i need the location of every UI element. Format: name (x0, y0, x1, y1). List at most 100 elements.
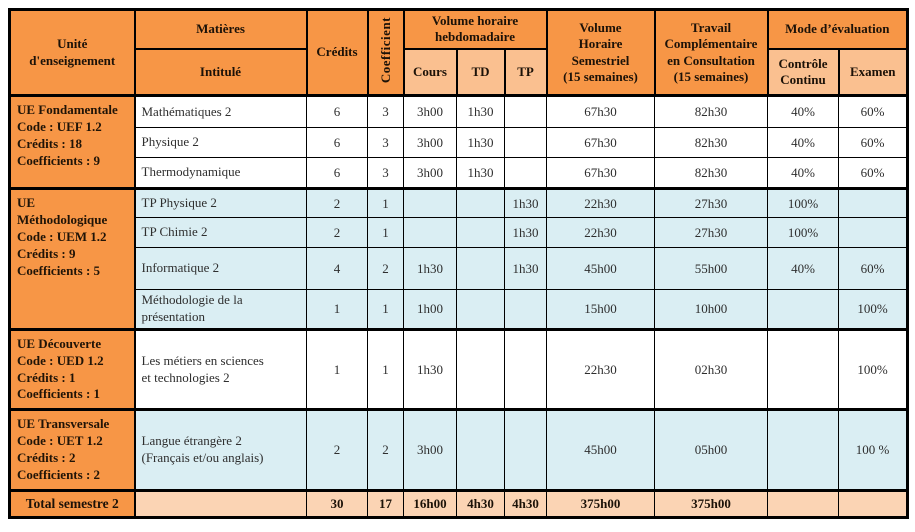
subject-name-cell: Langue étrangère 2 (Français et/ou angla… (134, 408, 307, 491)
subject-name-cell: Les métiers en sciences et technologies … (134, 327, 307, 411)
volume-semestriel-cell: 45h00 (546, 247, 655, 290)
coefficient-cell: 1 (367, 289, 404, 330)
controle-continu-cell (767, 327, 839, 411)
col-header-mode-evaluation: Mode d’évaluation (766, 8, 909, 50)
volume-semestriel-cell: 22h30 (546, 217, 655, 248)
tp-cell: 1h30 (504, 187, 547, 218)
coefficient-cell: 2 (367, 408, 404, 491)
credits-cell: 2 (306, 408, 368, 491)
credits-cell: 1 (306, 327, 368, 411)
total-coefficient-cell: 17 (367, 488, 404, 518)
coefficient-cell: 2 (367, 247, 404, 290)
table-row: Thermodynamique 6 3 3h00 1h30 67h30 82h3… (10, 157, 908, 189)
table-row: Physique 2 6 3 3h00 1h30 67h30 82h30 40%… (10, 127, 908, 158)
examen-cell: 60% (838, 127, 908, 158)
total-travail-complementaire-cell: 375h00 (654, 488, 768, 518)
td-cell: 1h30 (456, 95, 505, 128)
controle-continu-cell: 40% (767, 157, 839, 189)
subject-name-cell: TP Physique 2 (134, 187, 307, 218)
col-header-unite-enseignement: Unité d'enseignement (8, 8, 136, 97)
group-label-ue-methodologique: UE Méthodologique Code : UEM 1.2 Crédits… (9, 187, 136, 330)
cours-cell: 3h00 (403, 408, 457, 491)
coefficient-cell: 3 (367, 157, 404, 189)
controle-continu-cell: 100% (767, 217, 839, 248)
tp-cell (504, 327, 547, 411)
total-cours-cell: 16h00 (403, 488, 457, 518)
volume-semestriel-cell: 45h00 (546, 408, 655, 491)
table-header: Unité d'enseignement Matières Crédits Co… (8, 8, 909, 97)
table-row: Informatique 2 4 2 1h30 1h30 45h00 55h00… (10, 247, 908, 290)
examen-cell: 60% (838, 157, 908, 189)
travail-complementaire-cell: 27h30 (654, 187, 768, 218)
examen-cell: 60% (838, 247, 908, 290)
tp-cell (504, 408, 547, 491)
col-header-tp: TP (503, 47, 548, 97)
col-header-coefficient: Coefficient (366, 8, 405, 97)
credits-cell: 6 (306, 127, 368, 158)
coefficient-cell: 1 (367, 187, 404, 218)
group-label-ue-fondamentale: UE Fondamentale Code : UEF 1.2 Crédits :… (9, 95, 136, 189)
subject-name-cell: Physique 2 (134, 127, 307, 158)
table-row: UE Découverte Code : UED 1.2 Crédits : 1… (9, 327, 908, 411)
examen-cell: 100% (838, 327, 908, 411)
controle-continu-cell (767, 408, 839, 491)
td-cell (456, 289, 505, 330)
col-header-controle-continu: Contrôle Continu (766, 47, 840, 97)
travail-complementaire-cell: 55h00 (654, 247, 768, 290)
table-row: Méthodologie de la présentation 1 1 1h00… (10, 289, 908, 330)
total-label-cell: Total semestre 2 (9, 488, 136, 518)
volume-semestriel-cell: 15h00 (546, 289, 655, 330)
subject-name-cell: Thermodynamique (134, 157, 307, 189)
col-header-travail-complementaire: Travail Complémentaire en Consultation (… (653, 8, 769, 97)
td-cell (456, 187, 505, 218)
travail-complementaire-cell: 02h30 (654, 327, 768, 411)
cours-cell: 3h00 (403, 157, 457, 189)
tp-cell (504, 127, 547, 158)
page: Unité d'enseignement Matières Crédits Co… (8, 8, 909, 519)
volume-semestriel-cell: 22h30 (546, 327, 655, 411)
travail-complementaire-cell: 05h00 (654, 408, 768, 491)
table-row: UE Fondamentale Code : UEF 1.2 Crédits :… (9, 95, 908, 189)
group-label-ue-transversale: UE Transversale Code : UET 1.2 Crédits :… (9, 408, 136, 491)
coefficient-cell: 3 (367, 95, 404, 128)
controle-continu-cell: 100% (767, 187, 839, 218)
controle-continu-cell: 40% (767, 247, 839, 290)
coefficient-cell: 3 (367, 127, 404, 158)
credits-cell: 2 (306, 187, 368, 218)
td-cell (456, 217, 505, 248)
controle-continu-cell: 40% (767, 127, 839, 158)
coefficient-cell: 1 (367, 327, 404, 411)
credits-cell: 4 (306, 247, 368, 290)
total-td-cell: 4h30 (456, 488, 505, 518)
cours-cell (403, 217, 457, 248)
td-cell (456, 408, 505, 491)
col-header-cours: Cours (402, 47, 458, 97)
credits-cell: 2 (306, 217, 368, 248)
total-tp-cell: 4h30 (504, 488, 547, 518)
col-header-td: TD (455, 47, 506, 97)
volume-semestriel-cell: 67h30 (546, 157, 655, 189)
travail-complementaire-cell: 10h00 (654, 289, 768, 330)
table-row: UE Transversale Code : UET 1.2 Crédits :… (9, 408, 908, 491)
volume-semestriel-cell: 67h30 (546, 127, 655, 158)
controle-continu-cell: 40% (767, 95, 839, 128)
cours-cell: 3h00 (403, 127, 457, 158)
col-header-volume-horaire-semestriel: Volume Horaire Semestriel (15 semaines) (545, 8, 656, 97)
subject-name-cell: Mathématiques 2 (134, 95, 307, 128)
travail-complementaire-cell: 82h30 (654, 127, 768, 158)
examen-cell: 100 % (838, 408, 908, 491)
travail-complementaire-cell: 82h30 (654, 157, 768, 189)
tp-cell: 1h30 (504, 217, 547, 248)
coefficient-vertical-label: Coefficient (378, 17, 393, 84)
total-empty-intitule-cell (134, 488, 307, 518)
examen-cell: 60% (838, 95, 908, 128)
coefficient-cell: 1 (367, 217, 404, 248)
cours-cell: 1h30 (403, 327, 457, 411)
table-row: TP Chimie 2 2 1 1h30 22h30 27h30 100% (10, 217, 908, 248)
examen-cell: 100% (838, 289, 908, 330)
cours-cell: 1h30 (403, 247, 457, 290)
total-examen-cell (838, 488, 908, 518)
tp-cell (504, 95, 547, 128)
cours-cell (403, 187, 457, 218)
cours-cell: 1h00 (403, 289, 457, 330)
